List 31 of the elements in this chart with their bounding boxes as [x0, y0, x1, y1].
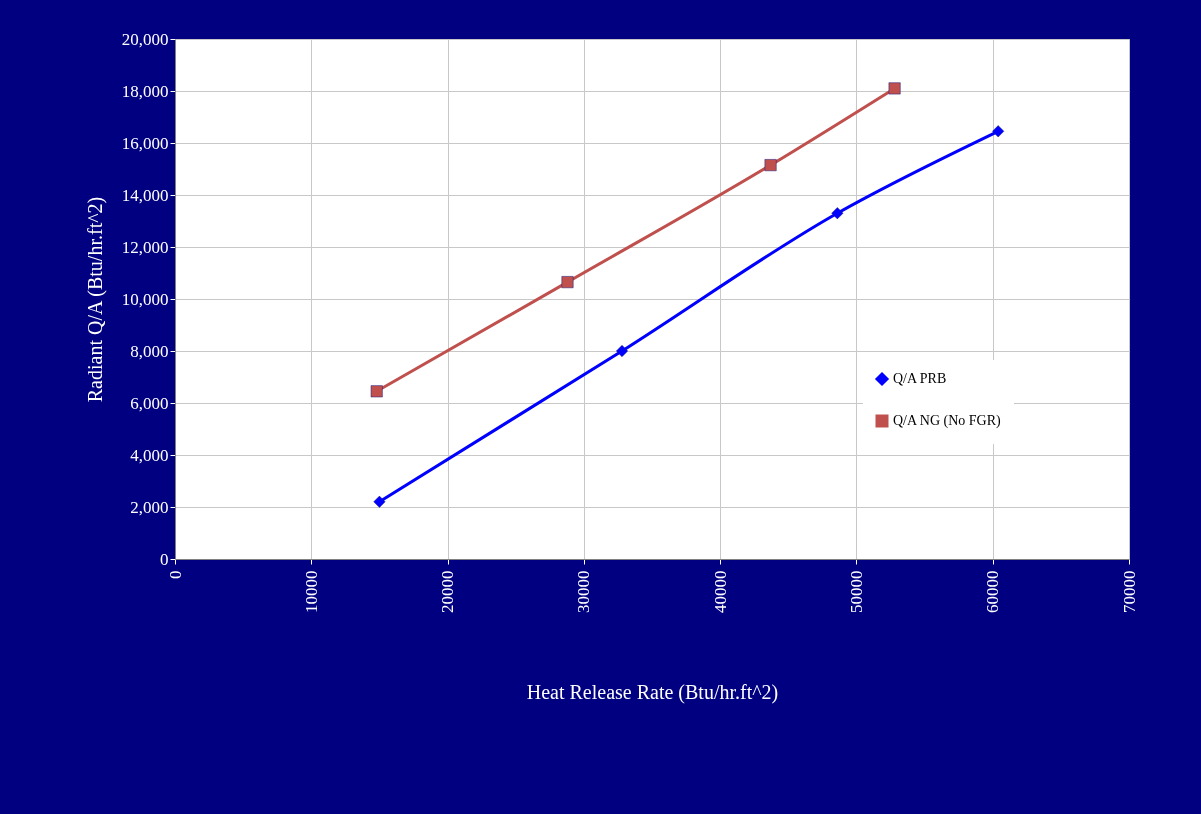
point: [764, 159, 777, 172]
y-tick-label: 4,000: [130, 445, 169, 465]
y-tick-label: 2,000: [130, 497, 169, 517]
point: [373, 495, 386, 508]
point: [616, 345, 628, 357]
legend-label: Q/A NG (No FGR): [893, 413, 1002, 429]
y-tick-label: 12,000: [121, 237, 169, 257]
x-tick-label: 10000: [301, 570, 321, 613]
y-tick-label: 0: [160, 549, 169, 569]
y-tick-label: 14,000: [121, 185, 169, 205]
y-tick-label: 16,000: [121, 133, 169, 153]
y-tick-label: 8,000: [130, 341, 169, 361]
point: [831, 207, 844, 220]
x-tick-label: 30000: [574, 570, 594, 613]
point: [370, 385, 383, 398]
y-tick-label: 20,000: [121, 29, 169, 49]
y-tick-label: 6,000: [130, 393, 169, 413]
x-tick-label: 50000: [846, 570, 866, 613]
x-tick-label: 40000: [710, 570, 730, 613]
point: [888, 82, 901, 95]
x-tick-label: 0: [165, 570, 185, 579]
x-tick-label: 60000: [983, 570, 1003, 613]
x-tick-label: 70000: [1119, 570, 1139, 613]
y-tick-label: 10,000: [121, 289, 169, 309]
point: [992, 125, 1005, 138]
x-axis-title: Heat Release Rate (Btu/hr.ft^2): [526, 681, 779, 704]
x-tick-label: 20000: [438, 570, 458, 613]
point: [561, 276, 574, 289]
y-axis-title: Radiant Q/A (Btu/hr.ft^2): [83, 196, 107, 403]
legend-label: Q/A PRB: [893, 371, 947, 386]
y-tick-label: 18,000: [121, 81, 169, 101]
